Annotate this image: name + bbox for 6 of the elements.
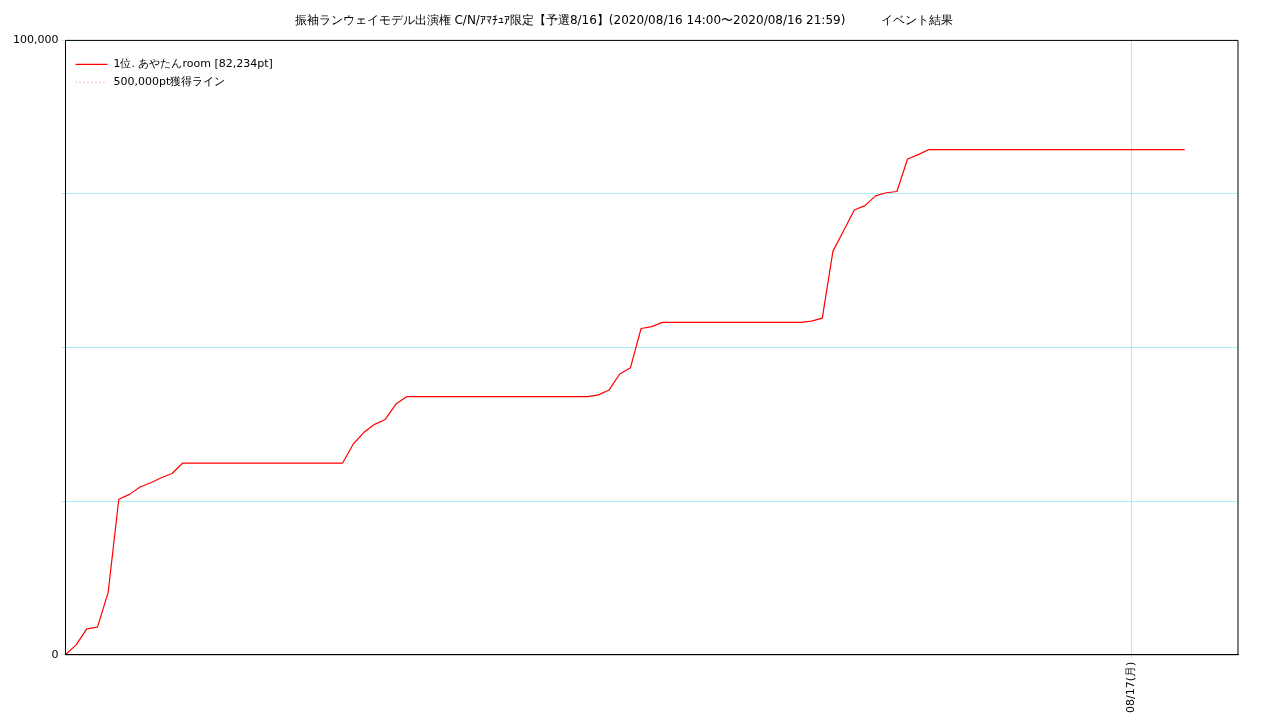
legend-label: 500,000pt獲得ライン [113, 75, 226, 89]
y-tick-label: 0 [51, 647, 59, 661]
x-tick-label: 08/17(月) [1124, 661, 1138, 714]
legend-label: 1位. あやたんroom [82,234pt] [113, 57, 273, 71]
y-tick-label: 100,000 [12, 33, 59, 47]
chart-title: 振袖ランウェイモデル出演権 C/N/ｱﾏﾁｭｱ限定【予選8/16】(2020/08/16 14:00〜2020/08/16 21:59) イベント結果 [294, 13, 954, 28]
